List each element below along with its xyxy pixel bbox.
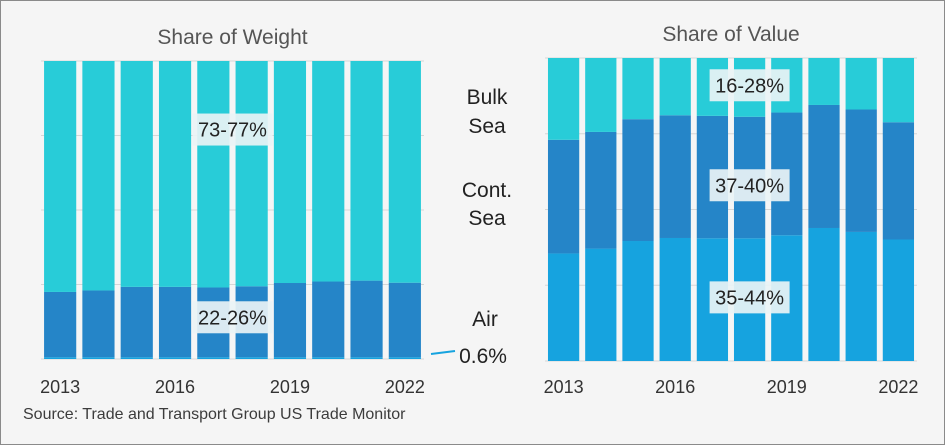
annotation-box (192, 301, 273, 334)
bar-air (659, 237, 691, 361)
bar-air (882, 239, 915, 361)
bar-bulk-sea (622, 58, 654, 120)
x-tick-label: 2022 (878, 377, 918, 397)
annotation-box (709, 281, 790, 314)
bar-bulk-sea (235, 61, 268, 287)
bar-cont-sea (120, 286, 153, 358)
legend-cont-line1: Cont. (462, 179, 512, 202)
legend-bulk-line1: Bulk (467, 86, 508, 109)
bar-air (350, 357, 383, 359)
bar-cont-sea (388, 282, 421, 358)
bar-bulk-sea (350, 61, 383, 281)
bar-air (547, 253, 580, 361)
annotation-label: 22-26% (198, 307, 267, 329)
bar-cont-sea (350, 280, 383, 358)
legend-cont-line2: Sea (468, 207, 506, 230)
annotation-label: 73-77% (198, 120, 267, 142)
annotation-label: 16-28% (715, 75, 784, 97)
bar-bulk-sea (44, 61, 77, 292)
chart-canvas: Bulk Sea Cont. Sea Air 0.6% Share of Wei… (40, 23, 919, 397)
x-tick-label: 2016 (155, 377, 195, 397)
annotation-label: 37-40% (715, 175, 784, 197)
bar-air (120, 357, 153, 359)
bar-air (82, 357, 115, 359)
bar-bulk-sea (882, 58, 915, 123)
bar-air (158, 357, 192, 359)
x-tick-label: 2013 (544, 377, 584, 397)
bar-air (312, 357, 345, 359)
bar-air (845, 231, 877, 361)
bar-bulk-sea (158, 61, 192, 287)
bar-air (273, 357, 307, 359)
bar-bulk-sea (547, 58, 580, 140)
chart-value: Share of Value 2013 2016 2019 2022 16-28% 37-4… (544, 23, 919, 397)
bar-air (44, 357, 77, 359)
bar-cont-sea (82, 290, 115, 358)
bar-cont-sea (622, 119, 654, 242)
bar-bulk-sea (388, 61, 421, 283)
annotation-box (192, 113, 273, 146)
bar-bulk-sea (197, 61, 230, 288)
bar-bulk-sea (808, 58, 840, 105)
annotation-label: 35-44% (715, 287, 784, 309)
bar-cont-sea (312, 281, 345, 358)
source-note: Source: Trade and Transport Group US Tra… (23, 406, 406, 423)
bar-bulk-sea (120, 61, 153, 287)
legend-bulk-line2: Sea (468, 115, 506, 138)
middle-legend: Bulk Sea Cont. Sea Air 0.6% (430, 86, 512, 368)
bar-air (388, 357, 421, 359)
bar-bulk-sea (585, 58, 617, 132)
bar-cont-sea (585, 131, 617, 249)
air-pointer-line (430, 350, 456, 355)
bar-bulk-sea (312, 61, 345, 282)
bar-bulk-sea (659, 58, 691, 116)
chart-weight: Share of Weight 2013 2016 2019 2022 73-77% 22-… (40, 26, 425, 397)
bar-cont-sea (808, 104, 840, 228)
bar-air (197, 357, 230, 359)
bar-cont-sea (882, 122, 915, 240)
bar-cont-sea (659, 115, 691, 238)
bar-cont-sea (547, 139, 580, 254)
bar-cont-sea (158, 286, 192, 358)
bar-bulk-sea (82, 61, 115, 291)
x-tick-label: 2016 (655, 377, 695, 397)
x-tick-label: 2013 (40, 377, 80, 397)
x-tick-label: 2019 (270, 377, 310, 397)
bar-cont-sea (273, 283, 307, 358)
legend-air: Air (472, 308, 498, 331)
bar-cont-sea (44, 291, 77, 358)
bar-cont-sea (845, 109, 877, 232)
x-tick-label: 2019 (767, 377, 807, 397)
chart-title: Share of Value (662, 23, 799, 46)
bar-air (235, 357, 268, 359)
chart-title: Share of Weight (157, 26, 307, 49)
bar-bulk-sea (273, 61, 307, 284)
bar-air (622, 241, 654, 361)
annotation-box (709, 69, 790, 102)
x-tick-label: 2022 (385, 377, 425, 397)
annotation-box (709, 169, 790, 202)
bar-air (585, 248, 617, 361)
bar-bulk-sea (845, 58, 877, 110)
legend-air-weight-share: 0.6% (459, 345, 507, 368)
bar-air (808, 227, 840, 361)
